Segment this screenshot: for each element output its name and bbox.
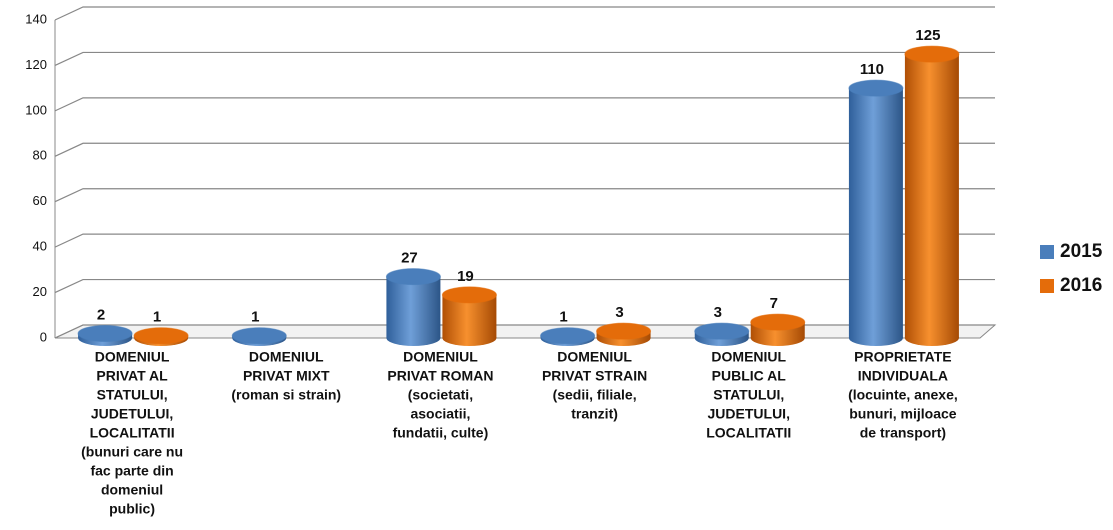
bar xyxy=(848,88,903,339)
y-tick-label: 0 xyxy=(40,329,47,344)
x-tick-label: DOMENIUL xyxy=(557,349,632,365)
bar-top xyxy=(385,268,441,286)
x-tick-label: STATULUI, xyxy=(713,387,784,403)
x-tick-label: public) xyxy=(109,501,155,517)
grid-line xyxy=(54,6,995,21)
bar xyxy=(386,276,441,338)
x-tick-label: (roman si strain) xyxy=(231,387,341,403)
bar-base xyxy=(848,330,903,346)
value-label: 19 xyxy=(457,268,474,285)
x-tick-label: DOMENIUL xyxy=(95,349,170,365)
bar-top xyxy=(848,79,904,97)
x-tick-label: PRIVAT AL xyxy=(96,368,168,384)
x-tick-label: STATULUI, xyxy=(97,387,168,403)
x-tick-label: fundatii, culte) xyxy=(393,425,489,441)
x-tick-label: PUBLIC AL xyxy=(712,368,787,384)
grid-line xyxy=(54,51,995,66)
legend-label: 2016 xyxy=(1060,275,1102,296)
legend-swatch xyxy=(1040,279,1054,293)
y-tick-label: 40 xyxy=(33,239,47,254)
value-label: 7 xyxy=(770,295,778,312)
x-tick-label: DOMENIUL xyxy=(249,349,324,365)
grid-line xyxy=(54,188,995,203)
x-tick-label: de transport) xyxy=(860,425,946,441)
x-tick-label: bunuri, mijloace xyxy=(849,406,957,422)
y-tick-label: 120 xyxy=(25,57,47,72)
grid-line xyxy=(54,233,995,248)
bar xyxy=(904,54,959,338)
x-tick-label: JUDETULUI, xyxy=(708,406,790,422)
value-label: 27 xyxy=(401,250,418,267)
y-tick-label: 80 xyxy=(33,148,47,163)
bar-top xyxy=(231,327,287,345)
x-tick-label: domeniul xyxy=(101,482,163,498)
bar-base xyxy=(386,330,441,346)
x-tick-label: DOMENIUL xyxy=(711,349,786,365)
legend-label: 2015 xyxy=(1060,241,1103,262)
grid-line xyxy=(54,97,995,112)
value-label: 110 xyxy=(860,61,884,78)
grid-line xyxy=(54,324,995,339)
grid-line xyxy=(54,142,995,157)
x-tick-label: LOCALITATII xyxy=(90,425,175,441)
x-tick-label: (sedii, filiale, xyxy=(553,387,637,403)
bar-top xyxy=(694,322,750,340)
grid-line xyxy=(54,278,995,294)
bar-base xyxy=(442,330,497,346)
y-tick-label: 140 xyxy=(25,11,47,26)
x-tick-label: (societati, xyxy=(408,387,473,403)
x-tick-label: JUDETULUI, xyxy=(91,406,173,422)
value-label: 1 xyxy=(559,309,567,326)
value-label: 125 xyxy=(915,27,940,44)
y-tick-label: 100 xyxy=(25,102,47,117)
x-tick-label: PRIVAT MIXT xyxy=(243,368,330,384)
value-label: 1 xyxy=(153,309,161,326)
bar-top xyxy=(441,286,497,304)
x-tick-label: tranzit) xyxy=(571,406,618,422)
value-label: 3 xyxy=(714,304,722,321)
x-tick-label: fac parte din xyxy=(90,463,173,479)
y-tick-label: 20 xyxy=(33,284,47,299)
x-tick-label: (bunuri care nu xyxy=(81,444,183,460)
value-label: 3 xyxy=(615,304,623,321)
value-label: 2 xyxy=(97,306,105,323)
y-tick-label: 60 xyxy=(33,193,47,208)
bar-top xyxy=(904,45,960,63)
x-tick-label: INDIVIDUALA xyxy=(858,368,948,384)
x-tick-label: PROPRIETATE xyxy=(854,349,952,365)
bar-top xyxy=(133,327,189,345)
bar-top xyxy=(77,324,133,342)
x-tick-label: PRIVAT STRAIN xyxy=(542,368,647,384)
x-tick-label: LOCALITATII xyxy=(706,425,791,441)
x-tick-label: (locuinte, anexe, xyxy=(848,387,958,403)
legend-swatch xyxy=(1040,245,1054,259)
value-label: 1 xyxy=(251,309,259,326)
bar-base xyxy=(904,330,959,346)
bar-top xyxy=(750,313,806,331)
x-tick-label: DOMENIUL xyxy=(403,349,478,365)
bar-top xyxy=(540,327,596,345)
x-tick-label: PRIVAT ROMAN xyxy=(387,368,493,384)
bar-base xyxy=(750,330,805,346)
x-tick-label: asociatii, xyxy=(410,406,470,422)
bar-top xyxy=(596,322,652,340)
